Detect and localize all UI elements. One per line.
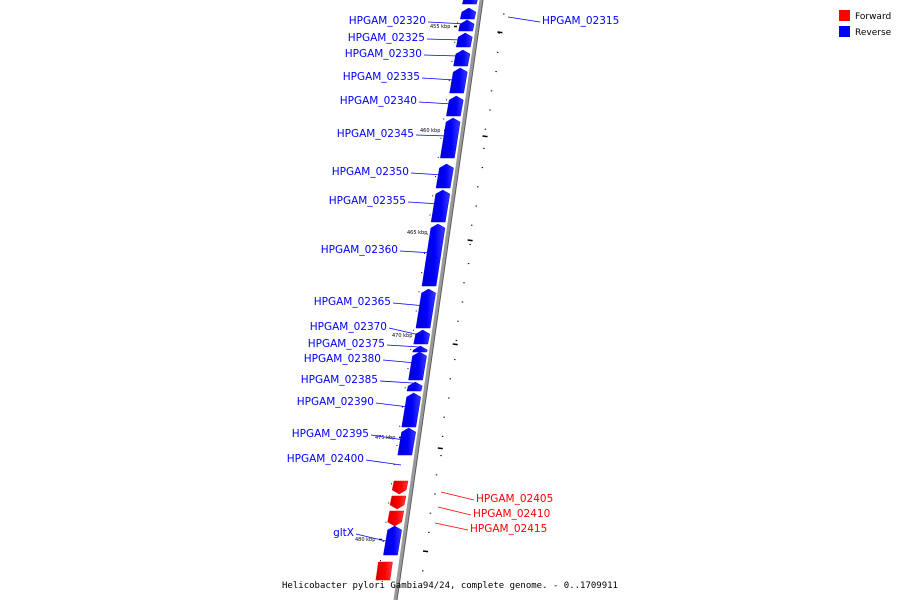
gene-label-hpgam_02315[interactable]: HPGAM_02315 [542,15,619,27]
gene-feature-hpgam_02360[interactable] [430,189,451,223]
gene-label-hpgam_02375[interactable]: HPGAM_02375 [308,338,385,350]
gene-feature-hpgam_02340[interactable] [449,67,468,94]
legend-forward-swatch [839,10,850,21]
gene-leader-line [437,506,472,516]
gene-feature-hpgam_02350[interactable] [440,117,461,159]
gene-leader-line [410,172,444,176]
gene-leader-line [355,533,391,543]
gene-leader-line [379,380,414,384]
major-tick [482,135,488,138]
gene-leader-line [370,434,405,441]
gene-label-hpgam_02365[interactable]: HPGAM_02365 [314,296,391,308]
gene-feature-hpgam_02385[interactable] [408,351,427,381]
gene-label-hpgam_02355[interactable]: HPGAM_02355 [329,195,406,207]
gene-feature-hpgam_02330[interactable] [455,32,473,48]
gene-label-hpgam_02380[interactable]: HPGAM_02380 [304,353,381,365]
gene-label-hpgam_02370[interactable]: HPGAM_02370 [310,321,387,333]
gene-leader-line [386,344,421,348]
legend-forward-label: Forward [855,12,891,22]
gene-feature-hpgam_02370[interactable] [415,288,436,329]
gene-leader-line [375,402,410,408]
gene-feature-hpgam_02325[interactable] [458,19,475,32]
gene-label-hpgam_02405[interactable]: HPGAM_02405 [476,493,553,505]
scale-tick-label: 455 kbp [430,24,450,30]
gene-label-hpgam_02360[interactable]: HPGAM_02360 [321,244,398,256]
gene-feature-hpgam_02390[interactable] [406,381,423,392]
gene-leader-line [421,77,456,81]
gene-label-hpgam_02410[interactable]: HPGAM_02410 [473,508,550,520]
gene-leader-line [423,54,459,57]
gene-label-hpgam_02325[interactable]: HPGAM_02325 [348,32,425,44]
minor-tick-marks [377,13,505,581]
gene-feature-hpgam_02395[interactable] [401,392,421,428]
genome-backbone-edge [396,0,484,600]
legend: Forward Reverse [839,10,892,38]
gene-feature-hpgam_02375[interactable] [413,329,430,345]
major-tick [452,343,458,346]
gene-feature-hpgam_02365[interactable] [421,223,446,287]
gene-label-hpgam_02335[interactable]: HPGAM_02335 [343,71,420,83]
gene-feature-hpgam_02405[interactable] [391,480,409,495]
gene-leader-lines [355,16,541,543]
gene-label-hpgam_02390[interactable]: HPGAM_02390 [297,396,374,408]
gene-leader-line [418,101,453,105]
scale-tick-label: 480 kbp [355,537,375,543]
major-tick [497,31,503,34]
gene-label-hpgam_02350[interactable]: HPGAM_02350 [332,166,409,178]
gene-leader-line [427,21,467,25]
scale-tick-label: 475 kbp [375,435,395,441]
gene-label-hpgam_02320[interactable]: HPGAM_02320 [349,15,426,27]
gene-feature-gltx[interactable] [383,525,402,556]
gene-feature-hpgam_02415[interactable] [387,510,405,527]
gene-feature-hpgam_02410[interactable] [389,495,407,510]
gene-label-hpgam_02415[interactable]: HPGAM_02415 [470,523,547,535]
gene-label-hpgam_02385[interactable]: HPGAM_02385 [301,374,378,386]
gene-feature-hpgam_02355[interactable] [435,163,454,189]
map-caption: Helicobacter pylori Gambia94/24, complet… [282,581,618,591]
scale-tick-label: 465 kbp [407,230,427,236]
gene-feature-unlabeled[interactable] [375,561,393,581]
legend-reverse-swatch [839,26,850,37]
gene-feature-hpgam_02400[interactable] [397,427,416,456]
gene-label-hpgam_02400[interactable]: HPGAM_02400 [287,453,364,465]
genome-backbone [393,0,483,600]
gene-label-gltx[interactable]: gltX [333,527,354,539]
gene-leader-line [426,38,463,41]
scale-tick-label: 470 kbp [392,333,412,339]
gene-label-hpgam_02340[interactable]: HPGAM_02340 [340,95,417,107]
gene-feature-hpgam_02315[interactable] [462,0,478,5]
legend-reverse-label: Reverse [855,28,892,38]
gene-leader-line [440,491,475,501]
gene-leader-line [382,359,417,364]
gene-feature-hpgam_02320[interactable] [459,7,477,20]
gene-labels: HPGAM_02315 HPGAM_02320 HPGAM_02325 HPGAM_0… [287,15,620,539]
gene-leader-line [365,459,402,466]
gene-label-hpgam_02330[interactable]: HPGAM_02330 [345,48,422,60]
gene-label-hpgam_02395[interactable]: HPGAM_02395 [292,428,369,440]
gene-feature-hpgam_02335[interactable] [453,49,471,67]
gene-leader-line [434,522,469,531]
gene-leader-line [507,16,541,23]
gene-feature-hpgam_02345[interactable] [446,95,464,117]
gene-label-hpgam_02345[interactable]: HPGAM_02345 [337,128,414,140]
major-tick [437,447,443,450]
gene-features [375,0,478,581]
scale-tick-label: 460 kbp [420,128,440,134]
major-tick [467,239,473,242]
major-tick [422,550,429,553]
major-tick-marks [422,31,503,553]
gene-leader-line [415,134,449,137]
